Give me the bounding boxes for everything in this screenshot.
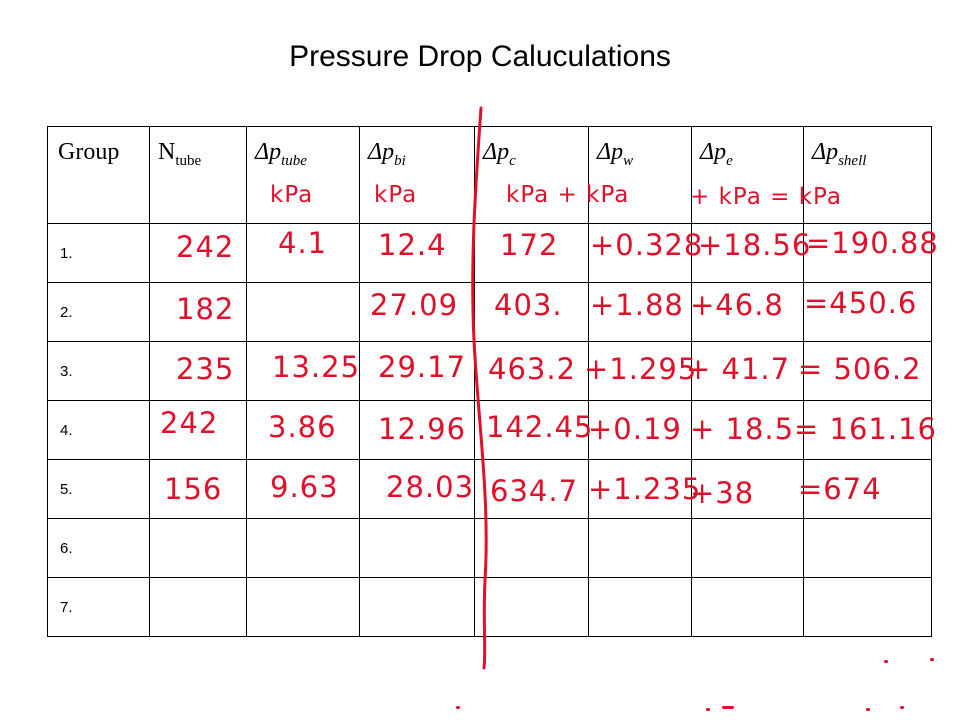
hw-dp-bi: 12.4 <box>378 228 447 262</box>
hw-n-tube: 235 <box>176 352 235 386</box>
hw-dp-w: +1.295 <box>584 352 698 386</box>
hw-dp-bi: 29.17 <box>378 350 467 384</box>
hw-dp-bi: 28.03 <box>386 470 475 504</box>
hw-dp-bi: 27.09 <box>370 288 459 322</box>
hw-dp-e: +38 <box>690 476 755 510</box>
hw-dp-shell: =190.88 <box>806 226 939 260</box>
hw-dp-c: 634.7 <box>490 474 579 508</box>
hw-dp-tube: 9.63 <box>270 470 339 504</box>
ink-speck <box>706 708 710 711</box>
handwritten-unit-bi: kPa <box>374 182 418 208</box>
table-row: 3. <box>47 341 932 401</box>
ink-speck <box>722 706 734 709</box>
hw-dp-shell: = 506.2 <box>798 352 922 386</box>
header-dp-w: Δpw <box>588 126 692 224</box>
ink-speck <box>866 708 870 711</box>
group-number: 3. <box>47 341 150 401</box>
hw-dp-c: 403. <box>494 288 563 322</box>
group-number: 6. <box>47 518 150 578</box>
hw-dp-shell: =450.6 <box>804 286 918 320</box>
hw-dp-bi: 12.96 <box>378 412 467 446</box>
header-dp-bi: Δpbi <box>359 126 475 224</box>
hw-dp-tube: 13.25 <box>272 350 361 384</box>
handwritten-unit-e-shell: + kPa = kPa <box>690 184 842 210</box>
ink-speck <box>884 660 888 663</box>
handwritten-unit-tube: kPa <box>270 182 314 208</box>
header-row: Group Ntube Δptube Δpbi Δpc Δpw Δpe Δpsh… <box>47 126 932 224</box>
hw-dp-e: + 41.7 <box>686 352 791 386</box>
header-dp-tube: Δptube <box>246 126 360 224</box>
group-number: 5. <box>47 459 150 519</box>
hw-n-tube: 242 <box>160 406 219 440</box>
group-number: 2. <box>47 282 150 342</box>
hw-dp-w: +0.328 <box>590 228 704 262</box>
hw-dp-e: +46.8 <box>690 288 784 322</box>
header-n-tube: Ntube <box>149 126 247 224</box>
hw-dp-w: +0.19 <box>588 412 682 446</box>
hw-n-tube: 242 <box>176 230 235 264</box>
ink-speck <box>456 706 460 709</box>
hw-dp-e: +18.56 <box>698 228 812 262</box>
table-row: 7. <box>47 577 932 637</box>
table-row: 6. <box>47 518 932 578</box>
hw-dp-tube: 3.86 <box>268 410 337 444</box>
hw-dp-shell: = 161.16 <box>794 412 937 446</box>
hw-dp-e: + 18.5 <box>690 412 795 446</box>
handwritten-unit-c-w: kPa + kPa <box>506 182 630 208</box>
hw-dp-c: 142.45 <box>486 410 594 444</box>
hw-n-tube: 182 <box>176 292 235 326</box>
hw-dp-shell: =674 <box>798 472 882 506</box>
table-row: 4. <box>47 400 932 460</box>
slide-title: Pressure Drop Caluculations <box>289 40 671 73</box>
header-dp-shell: Δpshell <box>803 126 932 224</box>
hw-dp-c: 172 <box>500 228 559 262</box>
hw-dp-w: +1.235 <box>588 472 702 506</box>
table-row: 2. <box>47 282 932 342</box>
header-dp-c: Δpc <box>474 126 589 224</box>
group-number: 1. <box>47 223 150 283</box>
ink-speck <box>900 706 904 709</box>
hw-n-tube: 156 <box>164 472 223 506</box>
hw-dp-tube: 4.1 <box>278 226 328 260</box>
ink-speck <box>930 658 934 661</box>
header-group: Group <box>47 126 150 224</box>
group-number: 7. <box>47 577 150 637</box>
group-number: 4. <box>47 400 150 460</box>
pressure-drop-table: Group Ntube Δptube Δpbi Δpc Δpw Δpe Δpsh… <box>47 126 932 637</box>
hw-dp-c: 463.2 <box>488 352 577 386</box>
hw-dp-w: +1.88 <box>590 288 684 322</box>
